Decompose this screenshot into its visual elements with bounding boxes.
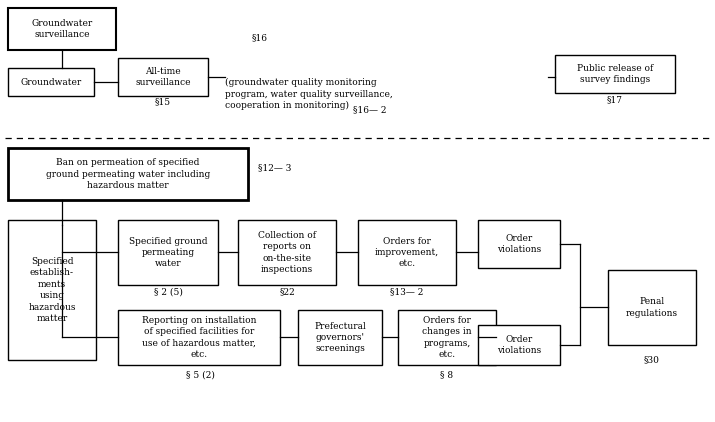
Text: Groundwater: Groundwater	[20, 78, 82, 87]
Bar	[238, 220, 336, 285]
Bar	[398, 310, 496, 365]
Text: §16— 2: §16— 2	[353, 106, 387, 114]
Text: Orders for
improvement,
etc.: Orders for improvement, etc.	[375, 237, 439, 268]
Text: Public release of
survey findings: Public release of survey findings	[577, 64, 653, 84]
Text: § 5 (2): § 5 (2)	[186, 371, 214, 379]
Text: §17: §17	[607, 95, 623, 105]
Text: §16: §16	[252, 33, 268, 43]
Bar	[298, 310, 382, 365]
Text: (groundwater quality monitoring
program, water quality surveillance,
cooperation: (groundwater quality monitoring program,…	[225, 78, 393, 110]
Bar	[358, 220, 456, 285]
Bar	[8, 68, 94, 96]
Bar	[8, 8, 116, 50]
Text: Prefectural
governors'
screenings: Prefectural governors' screenings	[314, 322, 366, 354]
Text: Reporting on installation
of specified facilities for
use of hazardous matter,
e: Reporting on installation of specified f…	[142, 316, 256, 359]
Bar	[8, 220, 96, 360]
Text: Order
violations: Order violations	[497, 335, 541, 355]
Bar	[478, 325, 560, 365]
Text: §15: §15	[155, 97, 171, 106]
Bar	[478, 220, 560, 268]
Text: Order
violations: Order violations	[497, 234, 541, 254]
Text: All-time
surveillance: All-time surveillance	[135, 67, 191, 87]
Text: § 2 (5): § 2 (5)	[154, 287, 182, 297]
Text: Specified
establish-
ments
using
hazardous
matter: Specified establish- ments using hazardo…	[29, 257, 76, 323]
Bar	[118, 220, 218, 285]
Bar	[555, 55, 675, 93]
Text: §12— 3: §12— 3	[258, 163, 292, 173]
Text: § 8: § 8	[440, 371, 453, 379]
Text: Specified ground
permeating
water: Specified ground permeating water	[129, 237, 207, 268]
Text: Collection of
reports on
on-the-site
inspections: Collection of reports on on-the-site ins…	[258, 231, 316, 274]
Text: Groundwater
surveillance: Groundwater surveillance	[31, 19, 93, 39]
Text: Ban on permeation of specified
ground permeating water including
hazardous matte: Ban on permeation of specified ground pe…	[46, 158, 210, 190]
Text: Orders for
changes in
programs,
etc.: Orders for changes in programs, etc.	[422, 316, 472, 359]
Bar	[118, 310, 280, 365]
Bar	[118, 58, 208, 96]
Text: §22: §22	[279, 287, 295, 297]
Text: §13— 2: §13— 2	[390, 287, 424, 297]
Bar	[8, 148, 248, 200]
Text: Penal
regulations: Penal regulations	[626, 297, 678, 318]
Bar	[608, 270, 696, 345]
Text: §30: §30	[644, 355, 660, 365]
